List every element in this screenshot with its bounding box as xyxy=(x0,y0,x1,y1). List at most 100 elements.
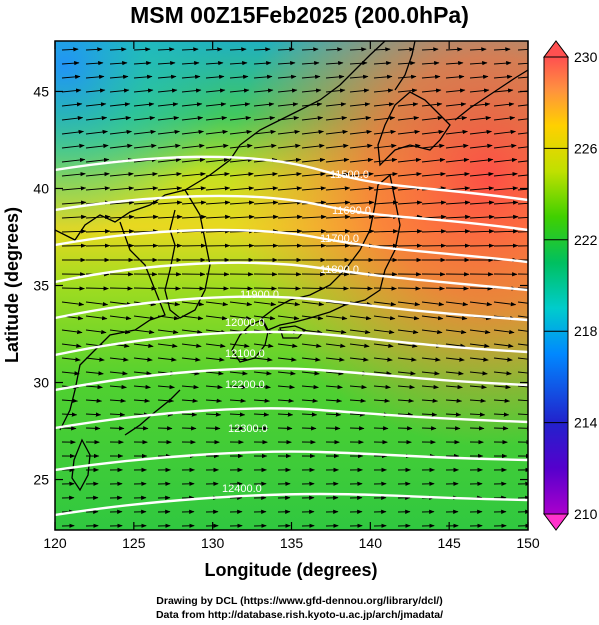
wind-arrow xyxy=(373,329,395,335)
wind-arrow xyxy=(277,371,296,376)
wind-arrow xyxy=(61,329,83,335)
wind-arrow xyxy=(85,157,110,163)
wind-arrow xyxy=(109,229,135,234)
wind-arrow xyxy=(181,200,207,205)
wind-arrow xyxy=(421,157,446,163)
x-tick-label: 120 xyxy=(43,535,67,551)
wind-arrow xyxy=(157,102,179,107)
wind-arrow xyxy=(301,371,320,376)
wind-arrow xyxy=(181,171,206,177)
wind-arrow xyxy=(205,398,223,403)
wind-arrow xyxy=(277,88,298,93)
wind-arrow xyxy=(373,384,391,390)
wind-arrow xyxy=(397,329,419,335)
wind-arrow xyxy=(373,200,399,205)
wind-arrow xyxy=(397,315,420,321)
wind-arrow xyxy=(397,286,421,291)
wind-arrow xyxy=(229,301,253,307)
wind-arrow xyxy=(349,143,373,149)
x-axis: 120 125 130 135 140 145 150 xyxy=(43,41,540,551)
wind-arrow xyxy=(349,186,375,191)
coastline-taiwan xyxy=(71,438,91,492)
wind-arrow xyxy=(133,88,154,93)
wind-arrow xyxy=(253,171,278,177)
wind-arrow xyxy=(109,357,129,362)
wind-arrow xyxy=(493,60,512,66)
wind-arrow xyxy=(109,186,135,191)
wind-arrow xyxy=(325,102,347,107)
wind-arrow xyxy=(205,286,229,291)
wind-arrow xyxy=(157,200,183,205)
wind-arrow xyxy=(277,357,297,362)
colorbar: 230 226 222 218 214 210 xyxy=(543,40,598,531)
wind-arrow xyxy=(205,200,231,205)
wind-arrow xyxy=(133,171,158,177)
wind-arrow xyxy=(277,384,295,390)
wind-arrow xyxy=(253,115,276,121)
wind-arrow xyxy=(157,398,175,403)
wind-arrow xyxy=(517,399,528,402)
wind-arrow xyxy=(469,398,487,403)
wind-arrow xyxy=(469,60,488,66)
wind-arrow xyxy=(109,115,132,121)
wind-arrow xyxy=(493,398,511,403)
wind-arrow xyxy=(349,214,375,220)
wind-arrow xyxy=(181,214,207,220)
wind-arrow xyxy=(229,398,247,403)
coastline-korea xyxy=(164,189,211,319)
contour-label: 12000.0 xyxy=(225,317,265,329)
wind-arrow xyxy=(133,74,153,80)
wind-arrow xyxy=(301,229,327,234)
wind-arrow xyxy=(421,129,444,135)
wind-arrow xyxy=(85,315,108,321)
wind-arrow xyxy=(301,47,319,52)
wind-arrow xyxy=(181,412,198,417)
wind-arrow xyxy=(349,286,373,291)
wind-arrow xyxy=(229,157,254,163)
wind-arrow xyxy=(181,398,199,403)
wind-arrow xyxy=(325,357,345,362)
wind-arrow xyxy=(205,157,230,163)
wind-arrow xyxy=(205,214,231,220)
contour-label: 12400.0 xyxy=(222,483,262,495)
wind-arrow xyxy=(349,47,367,52)
wind-arrow xyxy=(85,60,104,66)
wind-arrow xyxy=(181,329,203,335)
wind-arrow xyxy=(181,115,204,121)
wind-arrow xyxy=(421,115,444,121)
wind-arrow xyxy=(157,357,177,362)
wind-arrow xyxy=(469,115,492,121)
wind-arrow xyxy=(493,412,510,417)
wind-arrow xyxy=(301,286,325,291)
wind-arrow xyxy=(277,398,295,403)
wind-arrow xyxy=(301,129,324,135)
wind-arrow xyxy=(445,214,471,220)
wind-arrow xyxy=(373,229,399,234)
wind-arrow xyxy=(301,398,319,403)
wind-arrow xyxy=(397,47,415,52)
wind-arrow xyxy=(61,286,85,291)
wind-arrow xyxy=(373,371,392,376)
coastline-kurils xyxy=(454,69,528,121)
wind-arrow xyxy=(61,200,87,205)
wind-arrow xyxy=(133,286,157,291)
coastline-russia xyxy=(239,41,386,146)
wind-arrow xyxy=(349,88,370,93)
wind-arrow xyxy=(421,315,444,321)
colorbar-tick-label: 222 xyxy=(574,232,598,248)
wind-arrow xyxy=(205,301,229,307)
wind-arrow xyxy=(373,315,396,321)
wind-arrow xyxy=(133,102,155,107)
coastlines xyxy=(55,41,528,492)
wind-arrow xyxy=(373,357,393,362)
wind-arrow xyxy=(493,371,512,376)
wind-arrow xyxy=(85,47,103,52)
wind-arrow xyxy=(253,74,273,80)
contour-label: 11800.0 xyxy=(320,264,359,276)
contour-label: 11500.0 xyxy=(330,169,369,181)
wind-arrow xyxy=(445,200,471,205)
wind-arrow xyxy=(109,171,134,177)
wind-arrow xyxy=(301,412,318,417)
wind-arrow xyxy=(109,88,130,93)
wind-arrow xyxy=(61,88,82,93)
